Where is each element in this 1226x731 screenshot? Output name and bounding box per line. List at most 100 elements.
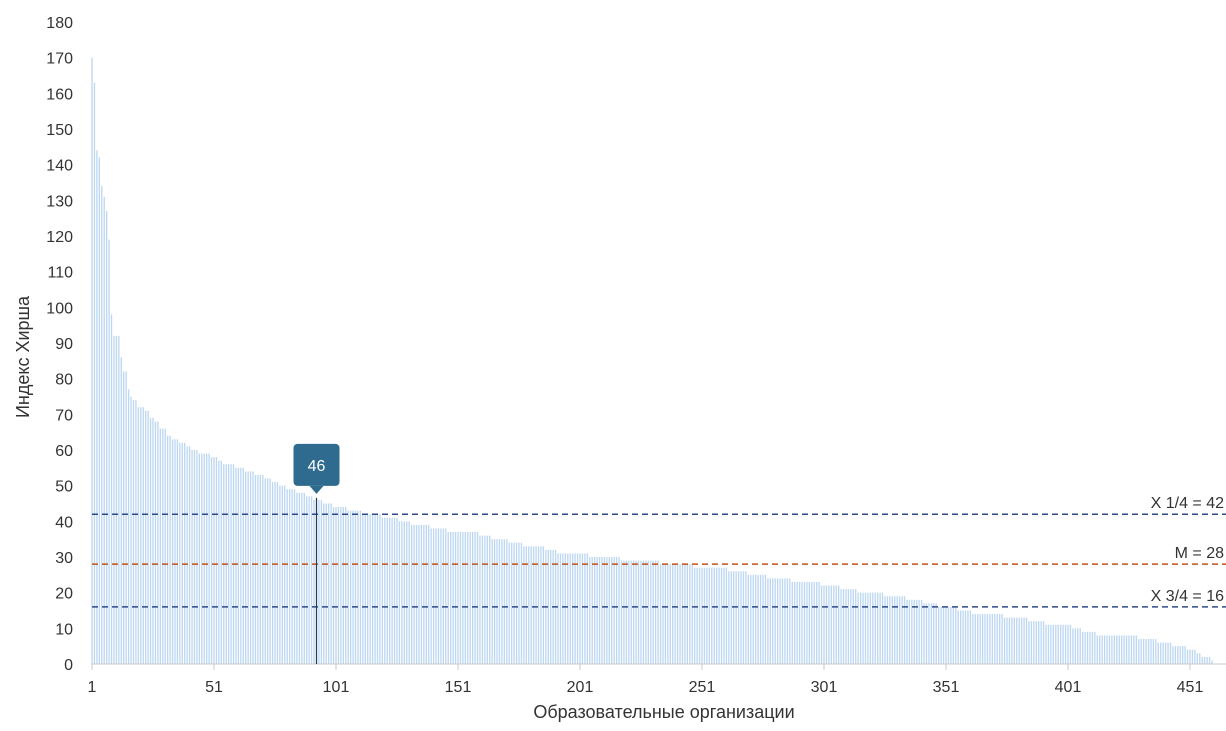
bar-organization-342[interactable] bbox=[923, 603, 925, 664]
bar-organization-407[interactable] bbox=[1081, 631, 1084, 664]
bar-organization-318[interactable] bbox=[864, 592, 867, 664]
bar-organization-446[interactable] bbox=[1177, 646, 1179, 664]
bar-organization-366[interactable] bbox=[981, 614, 984, 664]
bar-organization-233[interactable] bbox=[657, 560, 659, 664]
bar-organization-198[interactable] bbox=[572, 553, 574, 664]
bar-organization-63[interactable] bbox=[242, 467, 244, 664]
bar-organization-302[interactable] bbox=[825, 585, 828, 664]
bar-organization-331[interactable] bbox=[896, 596, 898, 664]
bar-organization-459[interactable] bbox=[1208, 656, 1211, 664]
bar-organization-384[interactable] bbox=[1025, 617, 1028, 664]
bar-organization-264[interactable] bbox=[733, 571, 735, 664]
bar-organization-315[interactable] bbox=[857, 592, 859, 664]
bar-organization-141[interactable] bbox=[432, 528, 435, 664]
bar-organization-152[interactable] bbox=[459, 532, 462, 664]
bar-organization-182[interactable] bbox=[532, 546, 535, 664]
bar-organization-349[interactable] bbox=[940, 606, 942, 664]
bar-organization-367[interactable] bbox=[984, 614, 986, 664]
bar-organization-422[interactable] bbox=[1118, 635, 1120, 664]
bar-organization-286[interactable] bbox=[786, 578, 789, 664]
highlight-tooltip[interactable] bbox=[293, 443, 340, 486]
bar-organization-105[interactable] bbox=[345, 507, 347, 664]
bar-organization-17[interactable] bbox=[130, 396, 132, 665]
bar-organization-377[interactable] bbox=[1008, 617, 1011, 664]
bar-organization-51[interactable] bbox=[213, 457, 215, 664]
bar-organization-334[interactable] bbox=[903, 596, 906, 664]
bar-organization-257[interactable] bbox=[715, 567, 718, 664]
bar-organization-403[interactable] bbox=[1072, 628, 1074, 664]
bar-organization-10[interactable] bbox=[113, 335, 115, 664]
bar-organization-82[interactable] bbox=[288, 489, 291, 664]
bar-organization-87[interactable] bbox=[301, 492, 303, 664]
bar-organization-396[interactable] bbox=[1055, 624, 1057, 664]
bar-organization-58[interactable] bbox=[230, 464, 232, 664]
bar-organization-253[interactable] bbox=[706, 567, 708, 664]
bar-organization-83[interactable] bbox=[291, 489, 293, 664]
bar-organization-424[interactable] bbox=[1123, 635, 1125, 664]
bar-organization-393[interactable] bbox=[1047, 624, 1050, 664]
bar-organization-159[interactable] bbox=[476, 532, 479, 664]
bar-organization-173[interactable] bbox=[511, 542, 513, 664]
bar-organization-203[interactable] bbox=[584, 553, 586, 664]
bar-organization-372[interactable] bbox=[996, 614, 998, 664]
bar-organization-460[interactable] bbox=[1211, 660, 1213, 664]
bar-organization-41[interactable] bbox=[188, 446, 191, 664]
bar-organization-177[interactable] bbox=[520, 542, 523, 664]
bar-organization-34[interactable] bbox=[171, 439, 174, 664]
bar-organization-162[interactable] bbox=[484, 535, 486, 664]
bar-organization-417[interactable] bbox=[1106, 635, 1108, 664]
bar-organization-163[interactable] bbox=[486, 535, 488, 664]
bar-organization-271[interactable] bbox=[750, 574, 752, 664]
bar-organization-78[interactable] bbox=[279, 485, 281, 664]
bar-organization-8[interactable] bbox=[108, 239, 110, 664]
bar-organization-438[interactable] bbox=[1157, 642, 1159, 664]
bar-organization-373[interactable] bbox=[999, 614, 1001, 664]
bar-organization-45[interactable] bbox=[198, 453, 201, 664]
bar-organization-333[interactable] bbox=[901, 596, 903, 664]
bar-organization-167[interactable] bbox=[496, 539, 498, 664]
bar-organization-110[interactable] bbox=[357, 510, 359, 664]
bar-organization-412[interactable] bbox=[1094, 631, 1096, 664]
bar-organization-158[interactable] bbox=[474, 532, 476, 664]
bar-organization-47[interactable] bbox=[203, 453, 205, 664]
bar-organization-340[interactable] bbox=[918, 599, 920, 664]
bar-organization-24[interactable] bbox=[147, 410, 149, 664]
bar-organization-368[interactable] bbox=[986, 614, 989, 664]
bar-organization-27[interactable] bbox=[154, 421, 157, 664]
bar-organization-194[interactable] bbox=[562, 553, 564, 664]
bar-organization-90[interactable] bbox=[308, 496, 310, 664]
bar-organization-448[interactable] bbox=[1182, 646, 1184, 664]
bar-organization-441[interactable] bbox=[1164, 642, 1167, 664]
bar-organization-423[interactable] bbox=[1121, 635, 1123, 664]
bar-organization-241[interactable] bbox=[676, 564, 679, 664]
bar-organization-21[interactable] bbox=[140, 407, 142, 664]
bar-organization-174[interactable] bbox=[513, 542, 515, 664]
bar-organization-214[interactable] bbox=[611, 557, 613, 664]
bar-organization-246[interactable] bbox=[689, 564, 691, 664]
bar-organization-215[interactable] bbox=[613, 557, 615, 664]
bar-organization-77[interactable] bbox=[276, 482, 279, 664]
bar-organization-46[interactable] bbox=[201, 453, 203, 664]
bar-organization-348[interactable] bbox=[938, 606, 940, 664]
bar-organization-344[interactable] bbox=[928, 603, 930, 664]
bar-organization-5[interactable] bbox=[101, 186, 103, 664]
bar-organization-228[interactable] bbox=[645, 560, 647, 664]
bar-organization-193[interactable] bbox=[559, 553, 562, 664]
bar-organization-178[interactable] bbox=[523, 546, 525, 664]
bar-organization-95[interactable] bbox=[320, 499, 323, 664]
bar-organization-69[interactable] bbox=[257, 474, 259, 664]
bar-organization-153[interactable] bbox=[462, 532, 464, 664]
bar-organization-449[interactable] bbox=[1184, 646, 1186, 664]
bar-organization-458[interactable] bbox=[1206, 656, 1208, 664]
bar-organization-195[interactable] bbox=[564, 553, 567, 664]
bar-organization-387[interactable] bbox=[1033, 621, 1035, 664]
bar-organization-401[interactable] bbox=[1067, 624, 1069, 664]
bar-organization-139[interactable] bbox=[428, 524, 430, 664]
bar-organization-443[interactable] bbox=[1169, 642, 1172, 664]
bar-organization-76[interactable] bbox=[274, 482, 276, 664]
bar-organization-238[interactable] bbox=[669, 564, 671, 664]
bar-organization-145[interactable] bbox=[442, 528, 445, 664]
bar-organization-437[interactable] bbox=[1155, 639, 1157, 664]
bar-organization-184[interactable] bbox=[537, 546, 540, 664]
bar-organization-405[interactable] bbox=[1077, 628, 1079, 664]
